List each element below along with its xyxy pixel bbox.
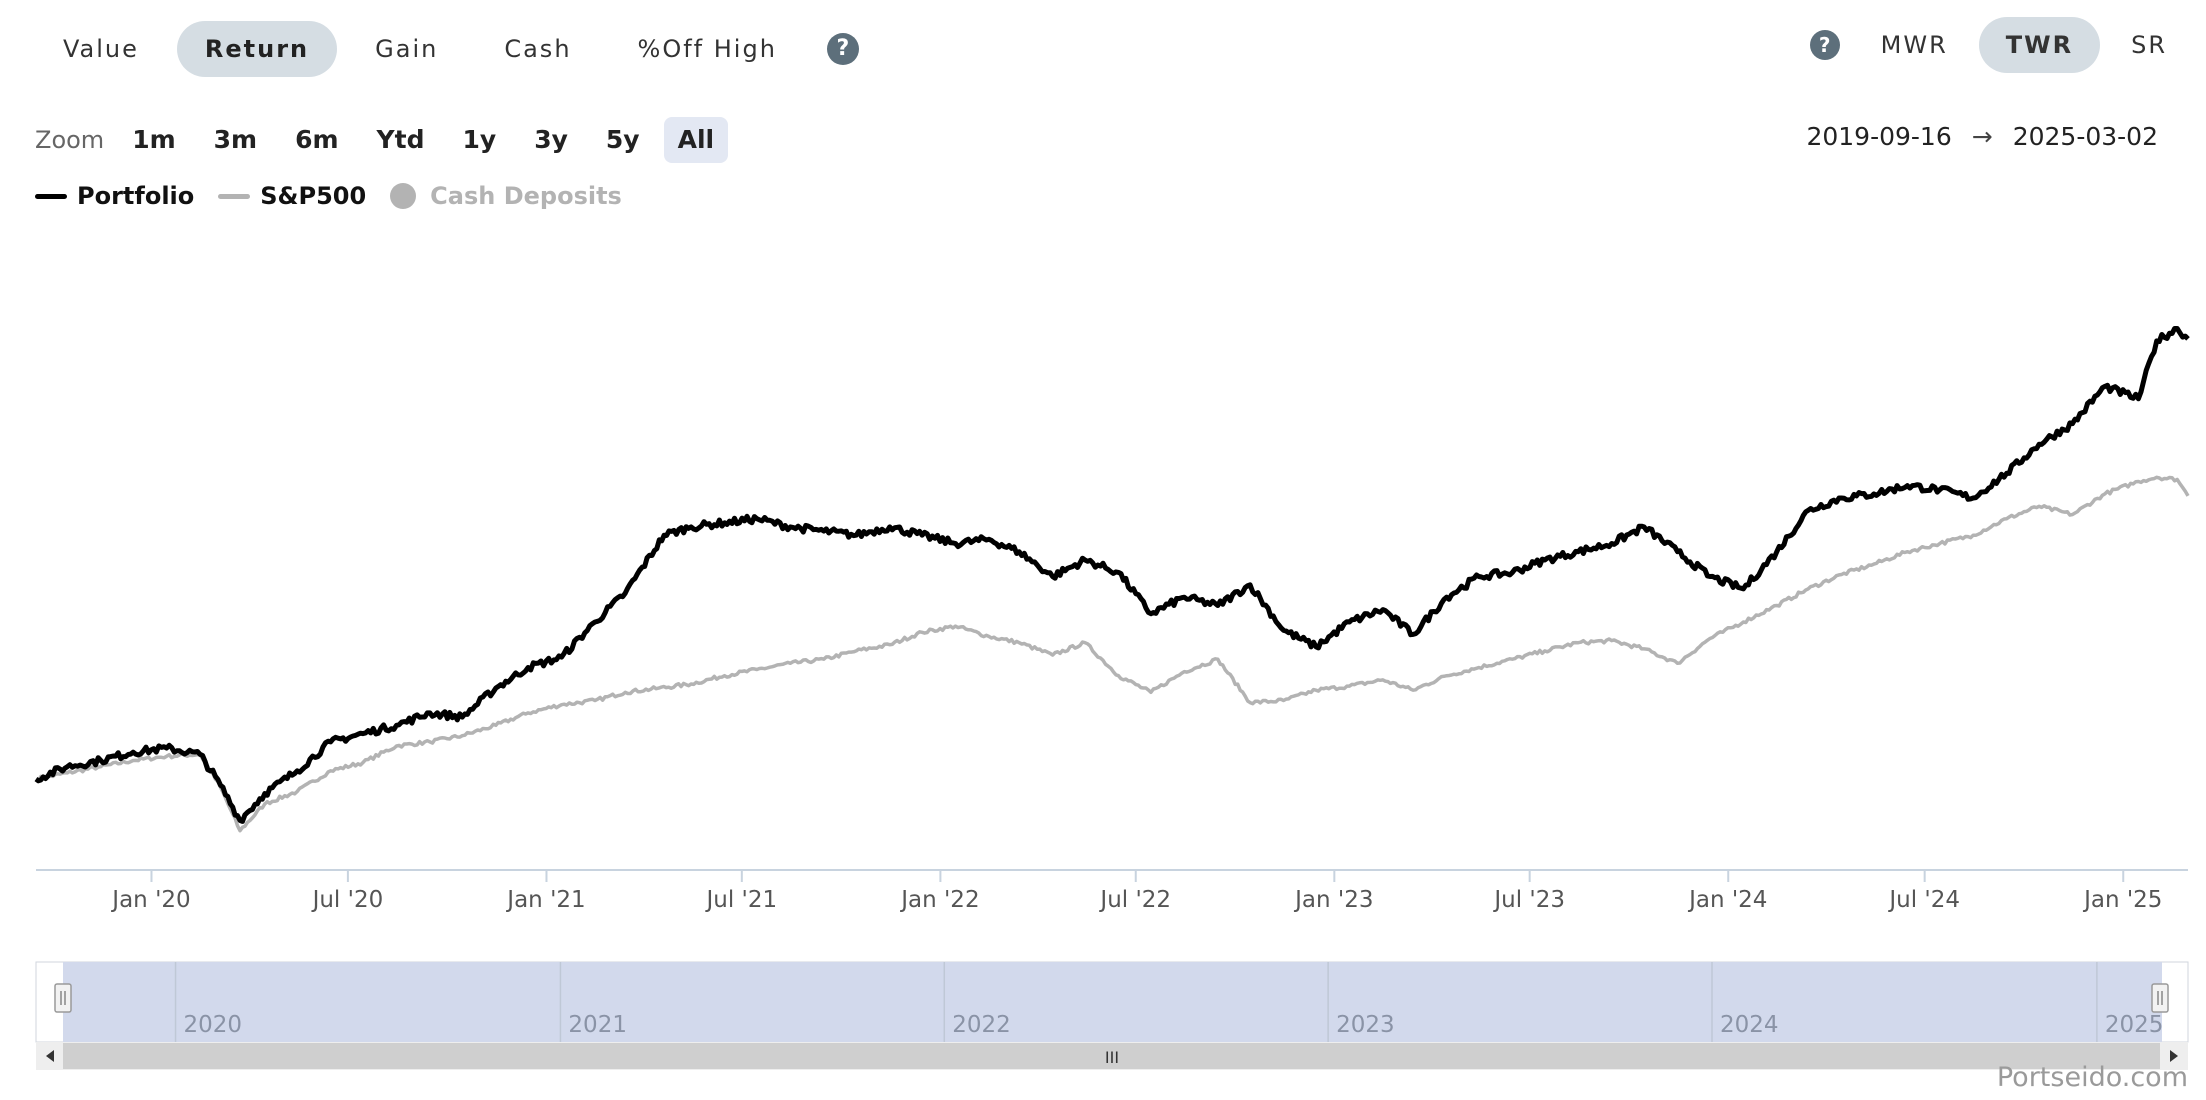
legend-label-sp500: S&P500 [260, 182, 367, 210]
help-icon[interactable]: ? [826, 33, 859, 65]
legend-item-portfolio[interactable]: Portfolio [35, 182, 194, 210]
scrollbar-grip-icon: III [1105, 1048, 1119, 1067]
zoom-1m-button[interactable]: 1m [132, 125, 176, 154]
scroll-left-arrow-icon[interactable] [46, 1050, 54, 1062]
navigator-right-handle[interactable] [2151, 983, 2169, 1013]
tab-value[interactable]: Value [63, 35, 139, 63]
return-method-tabs: ? MWR TWR SR [1809, 17, 2194, 73]
legend-item-sp500[interactable]: S&P500 [218, 182, 366, 210]
tab-return[interactable]: Return [176, 21, 338, 77]
tab-cash[interactable]: Cash [504, 35, 572, 63]
date-range-end[interactable]: 2025-03-02 [2012, 122, 2158, 151]
x-tick-label: Jan '22 [899, 887, 979, 913]
scrollbar-thumb[interactable] [63, 1043, 2160, 1069]
zoom-ytd-button[interactable]: Ytd [376, 125, 425, 154]
zoom-all-button[interactable]: All [663, 117, 729, 163]
zoom-1y-button[interactable]: 1y [462, 125, 497, 154]
series-line-sp500 [35, 475, 2190, 833]
date-range: 2019-09-16 → 2025-03-02 [1806, 122, 2158, 151]
x-tick-label: Jan '25 [2082, 887, 2162, 913]
x-tick-label: Jan '23 [1293, 887, 1373, 913]
navigator-selection[interactable] [63, 962, 2162, 1042]
x-tick-label: Jul '20 [311, 887, 384, 913]
legend-dot-cash-deposits [390, 183, 417, 209]
legend-label-portfolio: Portfolio [77, 182, 195, 210]
x-tick-label: Jul '21 [704, 887, 777, 913]
tab-off-high[interactable]: %Off High [637, 35, 777, 63]
navigator-year-label: 2021 [568, 1012, 627, 1038]
tab-gain[interactable]: Gain [375, 35, 439, 63]
navigator-year-label: 2024 [1720, 1012, 1779, 1038]
method-help-icon[interactable]: ? [1809, 30, 1840, 60]
navigator-year-label: 2023 [1336, 1012, 1395, 1038]
x-tick-label: Jan '20 [110, 887, 190, 913]
legend-line-sp500 [218, 193, 251, 199]
navigator-year-label: 2022 [952, 1012, 1011, 1038]
view-tabs: Value Return Gain Cash %Off High ? [35, 21, 859, 77]
tab-mwr[interactable]: MWR [1880, 31, 1948, 59]
zoom-5y-button[interactable]: 5y [605, 125, 640, 154]
legend-line-portfolio [35, 193, 67, 199]
legend-label-cash-deposits: Cash Deposits [430, 182, 622, 210]
x-tick-label: Jan '21 [505, 887, 585, 913]
navigator-year-label: 2025 [2105, 1012, 2164, 1038]
x-tick-label: Jul '23 [1492, 887, 1565, 913]
zoom-bar: Zoom 1m 3m 6m Ytd 1y 3y 5y All [35, 117, 738, 163]
x-tick-label: Jan '24 [1687, 887, 1767, 913]
x-tick-label: Jul '24 [1887, 887, 1960, 913]
x-axis: Jan '20 Jul '20 Jan '21 Jul '21 Jan '22 Jul '… [36, 869, 2188, 913]
date-range-start[interactable]: 2019-09-16 [1806, 122, 1952, 151]
navigator-year-label: 2020 [184, 1012, 243, 1038]
navigator-left-handle[interactable] [54, 983, 72, 1013]
x-tick-label: Jul '22 [1098, 887, 1171, 913]
zoom-3m-button[interactable]: 3m [213, 125, 258, 154]
zoom-3y-button[interactable]: 3y [534, 125, 568, 154]
tab-sr[interactable]: SR [2131, 31, 2167, 59]
zoom-label: Zoom [35, 126, 105, 154]
series-layer [34, 326, 2190, 833]
scroll-right-arrow-icon[interactable] [2170, 1050, 2178, 1062]
legend-item-cash-deposits[interactable]: Cash Deposits [390, 182, 622, 210]
watermark: Portseido.com [1996, 1062, 2188, 1093]
navigator[interactable]: 2020 2021 2022 2023 2024 2025 III [35, 961, 2189, 1070]
zoom-6m-button[interactable]: 6m [295, 125, 339, 154]
arrow-right-icon: → [1971, 122, 1993, 151]
series-line-portfolio [34, 326, 2190, 824]
chart-legend: Portfolio S&P500 Cash Deposits [35, 182, 646, 210]
tab-twr[interactable]: TWR [1978, 17, 2101, 73]
